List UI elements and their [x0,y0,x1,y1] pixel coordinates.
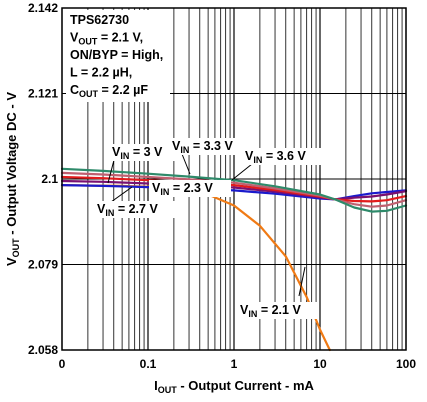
condition-line-2-rest: = 2.1 V, [97,31,143,45]
series-label-4: VIN = 2.3 V [152,181,213,197]
series-label-2-sub: IN [180,145,189,155]
condition-line-4: L = 2.2 µH, [70,66,132,80]
condition-line-1: TPS62730 [70,13,129,27]
series-label-3: VIN = 3.6 V [245,149,306,165]
condition-line-5-rest: = 2.2 µF [98,83,148,97]
y-axis-label-main: V [4,257,19,266]
annotation-leader-6 [298,266,306,297]
series-label-2-main: V [172,139,181,153]
series-label-5-sub: IN [105,208,114,218]
y-axis-label-rest: - Output Voltage DC - V [4,92,19,239]
conditions-background [66,10,170,102]
condition-line-3-main: ON/BYP = High, [70,48,163,62]
annotation-leader-2 [181,153,191,175]
series-label-2-rest: = 3.3 V [189,139,233,153]
annotation-background-3 [242,148,324,165]
series-label-6-sub: IN [248,309,257,319]
y-tick-label: 2.121 [28,87,58,101]
series-line-3 [60,179,408,201]
annotation-background-5 [94,201,176,218]
series-label-1-main: V [112,145,121,159]
y-tick-label: 2.058 [28,343,58,357]
condition-line-3: ON/BYP = High, [70,48,163,62]
annotation-background-2 [169,138,251,155]
annotation-background-6 [237,302,319,319]
condition-line-1-main: TPS62730 [70,13,129,27]
y-ticks: 2.058 2.079 2.1 2.121 2.142 [28,1,58,357]
x-tick-label: 0.1 [140,357,157,371]
series-label-6-main: V [240,303,249,317]
series-label-4-main: V [152,181,161,195]
series-label-6: VIN = 2.1 V [240,303,301,319]
series-line-6 [60,167,408,213]
series-label-5: VIN = 2.7 V [97,202,158,218]
x-axis-label-main: I [154,378,158,393]
series-label-6-rest: = 2.1 V [257,303,301,317]
plot-frame [61,7,407,351]
y-axis-label: VOUT - Output Voltage DC - V [4,92,21,266]
condition-line-5: COUT = 2.2 µF [70,83,148,99]
series-label-2: VIN = 3.3 V [172,139,233,155]
x-axis-label-sub: OUT [158,385,178,395]
series-label-3-main: V [245,149,254,163]
series-label-5-rest: = 2.7 V [114,202,158,216]
y-axis-label-sub: OUT [11,238,21,258]
series-label-4-rest: = 2.3 V [169,181,213,195]
condition-line-2-sub: OUT [78,37,98,47]
series-line-4 [60,175,408,203]
series-label-5-main: V [97,202,106,216]
x-tick-label: 10 [313,357,327,371]
annotation-background-1 [109,144,175,161]
condition-line-4-main: L = 2.2 µH, [70,66,132,80]
condition-line-5-sub: OUT [79,89,99,99]
series-label-3-sub: IN [253,155,262,165]
annotation-leader-1 [107,159,115,184]
x-axis-label-rest: - Output Current - mA [177,378,315,393]
condition-line-2-main: V [70,31,79,45]
series-label-1-rest: = 3 V [129,145,163,159]
x-tick-label: 0 [59,357,66,371]
series-label-4-sub: IN [160,187,169,197]
annotation-leader-5 [110,186,133,203]
series-label-1-sub: IN [120,151,129,161]
series-label-1: VIN = 3 V [112,145,163,161]
x-ticks: 0 0.1 1 10 100 [59,357,417,371]
series-line-5 [60,171,408,208]
x-tick-label: 100 [396,357,416,371]
y-tick-label: 2.079 [28,258,58,272]
y-tick-label: 2.1 [41,172,58,186]
x-tick-label: 1 [231,357,238,371]
condition-line-5-main: C [70,83,79,97]
y-tick-label: 2.142 [28,1,58,15]
x-axis-label: IOUT - Output Current - mA [154,378,314,395]
annotation-leader-3 [231,163,253,181]
condition-line-2: VOUT = 2.1 V, [70,31,143,47]
annotation-background-4 [149,180,231,197]
series-line-2 [60,184,408,201]
series-label-3-rest: = 3.6 V [262,149,306,163]
